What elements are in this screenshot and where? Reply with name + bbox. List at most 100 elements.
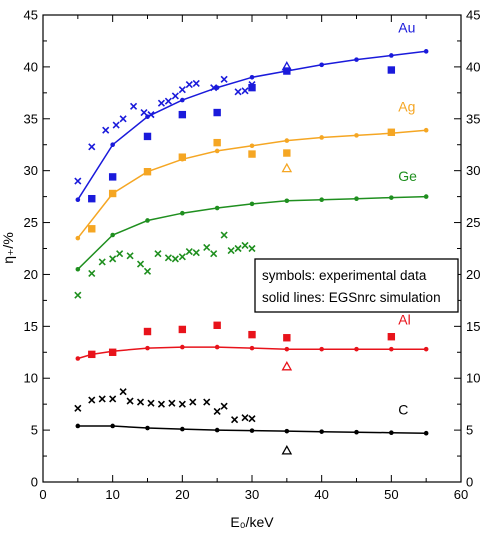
y-tick-label-right: 45 xyxy=(466,8,480,23)
cross-marker xyxy=(98,395,106,403)
cross-marker xyxy=(88,396,96,404)
cross-marker xyxy=(157,400,165,408)
triangle-marker xyxy=(281,445,293,455)
y-tick-label: 25 xyxy=(24,215,38,230)
sim-point xyxy=(249,143,255,149)
x-tick-label: 60 xyxy=(454,487,468,502)
cross-marker xyxy=(171,92,179,100)
y-tick-label-right: 0 xyxy=(466,475,473,490)
cross-marker xyxy=(126,397,134,405)
sim-point xyxy=(214,344,220,350)
cross-marker xyxy=(220,231,228,239)
sim-point xyxy=(423,194,429,199)
cross-marker xyxy=(220,75,228,83)
square-marker xyxy=(143,327,152,336)
square-marker xyxy=(88,194,96,203)
square-marker xyxy=(108,348,117,356)
legend-frame xyxy=(254,258,459,313)
y-tick-label: 30 xyxy=(24,163,38,178)
cross-marker xyxy=(248,244,256,253)
cross-marker xyxy=(109,255,117,263)
square-marker xyxy=(387,333,396,341)
cross-marker xyxy=(234,244,242,253)
cross-marker xyxy=(178,86,186,94)
cross-marker xyxy=(119,388,127,396)
square-marker xyxy=(178,325,187,334)
sim-point xyxy=(110,142,115,148)
sim-point xyxy=(423,430,429,436)
sim-point xyxy=(319,346,324,352)
y-tick-label-right: 10 xyxy=(466,371,480,386)
x-tick-label: 10 xyxy=(105,487,119,502)
cross-marker xyxy=(192,249,200,257)
square-marker xyxy=(178,110,187,119)
sim-point xyxy=(180,210,185,216)
cross-marker xyxy=(234,88,242,96)
cross-marker xyxy=(126,252,134,260)
cross-marker xyxy=(116,250,124,258)
square-marker xyxy=(108,173,117,181)
sim-point xyxy=(423,346,429,352)
cross-marker xyxy=(164,254,172,262)
sim-point xyxy=(75,235,81,241)
sim-point xyxy=(75,423,81,429)
y-tick-label: 5 xyxy=(31,423,38,438)
sim-point xyxy=(423,49,429,54)
triangle-marker xyxy=(281,162,293,173)
cross-marker xyxy=(185,248,193,256)
sim-point xyxy=(354,57,359,62)
x-tick-label: 40 xyxy=(314,487,328,502)
sim-point xyxy=(75,197,81,203)
cross-marker xyxy=(164,97,172,105)
cross-marker xyxy=(220,402,228,410)
y-axis-label: η₊/% xyxy=(0,232,16,264)
x-tick-label: 20 xyxy=(175,487,189,502)
cross-marker xyxy=(168,399,176,407)
sim-point xyxy=(145,425,150,431)
sim-point xyxy=(354,196,359,201)
y-tick-label-right: 20 xyxy=(466,267,480,282)
square-marker xyxy=(108,189,117,198)
sim-point xyxy=(145,345,150,351)
square-marker xyxy=(88,225,96,233)
square-marker xyxy=(143,132,152,141)
cross-marker xyxy=(241,414,249,422)
cross-marker xyxy=(210,250,218,258)
series-label-au: Au xyxy=(398,20,415,36)
sim-point xyxy=(389,53,394,58)
cross-marker xyxy=(143,267,152,275)
legend-box: symbols: experimental data solid lines: … xyxy=(254,258,459,313)
sim-point xyxy=(249,428,255,433)
sim-point xyxy=(389,346,394,352)
series-label-c: C xyxy=(398,402,408,418)
sim-point xyxy=(284,428,290,434)
triangle-marker xyxy=(281,61,293,71)
series-label-ge: Ge xyxy=(398,168,417,184)
legend-line-1: symbols: experimental data xyxy=(262,268,427,283)
triangle-marker xyxy=(281,360,293,371)
sim-point xyxy=(214,148,220,154)
y-tick-label: 15 xyxy=(24,319,38,334)
cross-marker xyxy=(178,253,186,261)
x-tick-label: 30 xyxy=(245,487,259,502)
cross-marker xyxy=(112,121,120,129)
sim-point xyxy=(354,133,359,138)
y-tick-label: 35 xyxy=(24,111,38,126)
square-marker xyxy=(88,350,96,359)
cross-marker xyxy=(192,79,200,88)
sim-point xyxy=(249,74,255,80)
sim-point xyxy=(75,266,81,272)
sim-point xyxy=(214,85,220,90)
cross-marker xyxy=(136,398,145,406)
cross-marker xyxy=(147,399,155,407)
sim-point xyxy=(110,232,115,238)
sim-point xyxy=(249,345,255,351)
sim-point xyxy=(180,344,185,350)
cross-marker xyxy=(213,407,221,415)
cross-marker xyxy=(189,398,197,406)
cross-marker xyxy=(178,400,186,408)
y-tick-label: 40 xyxy=(24,59,38,74)
square-marker xyxy=(283,334,291,342)
x-axis-label: E₀/keV xyxy=(230,514,274,530)
